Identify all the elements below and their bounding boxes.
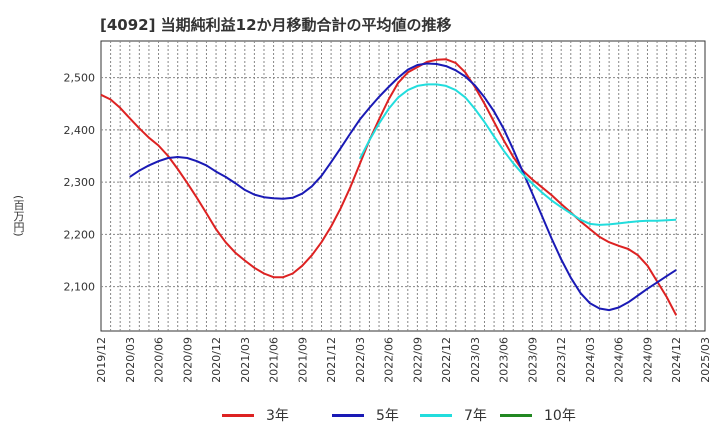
series-lines: [100, 58, 678, 316]
x-tick-label: 2021/03: [239, 337, 252, 383]
x-tick-label: 2022/06: [383, 337, 396, 383]
tick-labels: 2,100 2,200 2,300 2,400 2,500 2019/12 2020/03 2…: [64, 72, 713, 383]
x-tick-label: 2024/12: [670, 337, 683, 383]
series-line-5年: [129, 62, 677, 312]
x-tick-label: 2020/06: [153, 337, 166, 383]
x-tick-label: 2020/09: [181, 337, 194, 383]
x-tick-label: 2023/09: [526, 337, 539, 383]
x-tick-label: 2022/09: [411, 337, 424, 383]
x-tick-label: 2024/06: [613, 337, 626, 383]
chart-title: [4092] 当期純利益12か月移動合計の平均値の推移: [100, 16, 452, 34]
line-chart: 2,100 2,200 2,300 2,400 2,500 2019/12 2020/03 2…: [64, 40, 713, 383]
legend-swatch: [222, 413, 254, 417]
legend-label: 7年: [464, 408, 487, 424]
legend-label: 10年: [544, 408, 576, 424]
legend-label: 5年: [376, 408, 399, 424]
x-tick-label: 2025/03: [699, 337, 712, 383]
y-tick-label: 2,300: [64, 176, 96, 189]
y-axis-label: (百万円): [12, 195, 25, 237]
x-tick-label: 2024/09: [641, 337, 654, 383]
x-tick-label: 2019/12: [95, 337, 108, 383]
x-tick-label: 2020/12: [210, 337, 223, 383]
x-tick-label: 2023/12: [555, 337, 568, 383]
x-tick-label: 2022/12: [440, 337, 453, 383]
legend-item: 3年: [222, 404, 289, 426]
x-tick-label: 2020/03: [124, 337, 137, 383]
legend-item: 5年: [332, 404, 399, 426]
legend-swatch: [332, 413, 364, 417]
legend-item: 10年: [500, 404, 576, 426]
y-tick-label: 2,400: [64, 124, 96, 137]
x-tick-label: 2021/12: [325, 337, 338, 383]
x-tick-label: 2023/03: [469, 337, 482, 383]
legend-swatch: [500, 413, 532, 417]
y-tick-label: 2,500: [64, 72, 96, 85]
series-line-3年: [100, 58, 678, 316]
x-tick-label: 2023/06: [498, 337, 511, 383]
legend: 3年 5年 7年 10年: [0, 404, 720, 426]
x-tick-label: 2022/03: [354, 337, 367, 383]
legend-label: 3年: [266, 408, 289, 424]
x-tick-label: 2024/03: [584, 337, 597, 383]
x-tick-label: 2021/06: [268, 337, 281, 383]
y-tick-label: 2,100: [64, 281, 96, 294]
series-line-7年: [359, 83, 677, 226]
legend-swatch: [420, 413, 452, 417]
x-tick-label: 2021/09: [296, 337, 309, 383]
y-tick-label: 2,200: [64, 228, 96, 241]
legend-item: 7年: [420, 404, 487, 426]
plot-area: [100, 40, 706, 332]
